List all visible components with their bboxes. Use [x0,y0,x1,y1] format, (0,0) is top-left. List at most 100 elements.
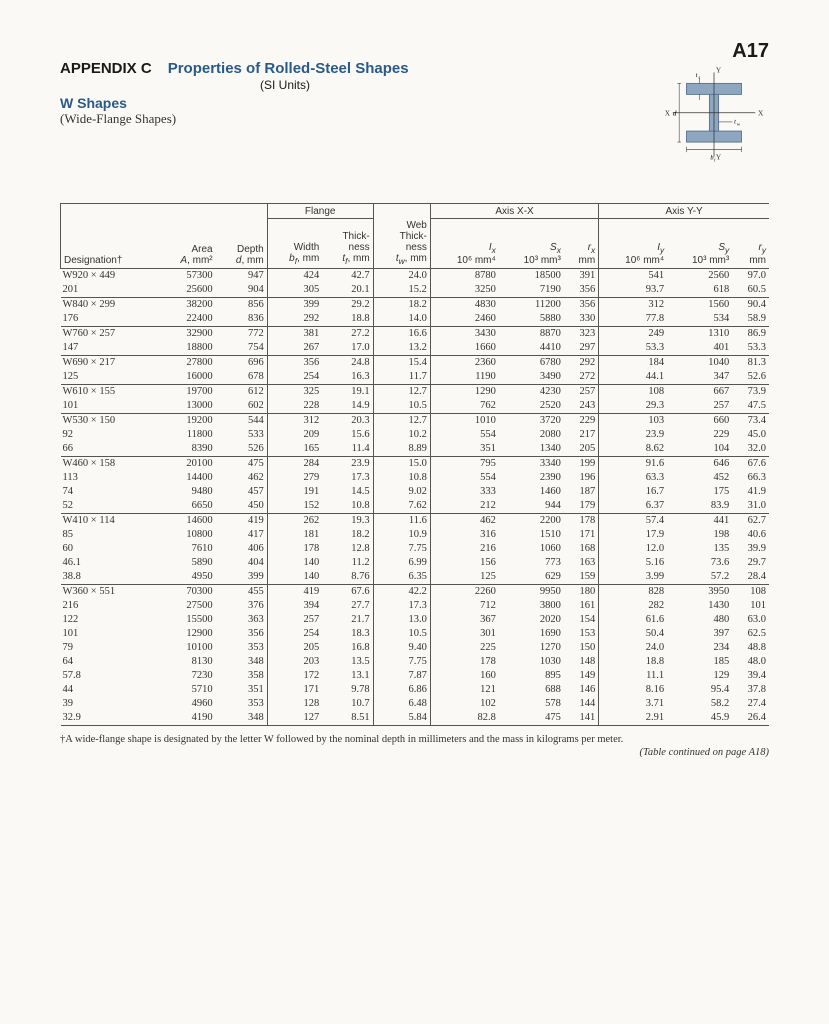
cell: 141 [564,711,599,726]
cell: 397 [667,627,732,641]
cell: 11.2 [322,556,373,570]
table-row: 64813034820313.57.75178103014818.818548.… [61,655,770,669]
cell: 77.8 [599,312,667,327]
cell: 424 [267,268,322,283]
cell: 101 [61,399,159,414]
cell: 216 [430,542,498,556]
cell: 82.8 [430,711,498,726]
cell: 15500 [158,613,216,627]
cell: 20.3 [322,413,373,428]
cell: 156 [430,556,498,570]
col-sx: Sx10³ mm³ [499,219,564,269]
cell: W360 × 551 [61,584,159,599]
cell: 836 [216,312,268,327]
cell: 480 [667,613,732,627]
table-row: W360 × 5517030045541967.642.222609950180… [61,584,770,599]
cell: 205 [564,442,599,457]
cell: 358 [216,669,268,683]
cell: 171 [267,683,322,697]
cell: 18500 [499,268,564,283]
cell: 27.4 [732,697,769,711]
cell: 73.4 [732,413,769,428]
cell: 1270 [499,641,564,655]
cell: 856 [216,297,268,312]
cell: 1310 [667,326,732,341]
cell: 1690 [499,627,564,641]
cell: 159 [564,570,599,585]
cell: 279 [267,471,322,485]
cell: 67.6 [732,456,769,471]
cell: 22400 [158,312,216,327]
cell: 176 [61,312,159,327]
cell: 140 [267,570,322,585]
cell: 7.75 [373,542,430,556]
cell: 1460 [499,485,564,499]
cell: 9.02 [373,485,430,499]
cell: 125 [430,570,498,585]
cell: 678 [216,370,268,385]
cell: 25600 [158,283,216,298]
cell: 184 [599,355,667,370]
section-sub: (Wide-Flange Shapes) [60,111,649,127]
cell: 175 [667,485,732,499]
cell: 6780 [499,355,564,370]
cell: 1290 [430,384,498,399]
cell: 3800 [499,599,564,613]
cell: 13.1 [322,669,373,683]
cell: 37.8 [732,683,769,697]
cell: 57.8 [61,669,159,683]
table-row: W760 × 2573290077238127.216.634308870323… [61,326,770,341]
cell: 305 [267,283,322,298]
cell: 4190 [158,711,216,726]
cell: 6.48 [373,697,430,711]
cell: 180 [564,584,599,599]
cell: 534 [667,312,732,327]
table-row: 1011300060222814.910.5762252024329.32574… [61,399,770,414]
col-area: AreaA, mm² [158,219,216,269]
cell: 66.3 [732,471,769,485]
cell: 149 [564,669,599,683]
cell: 57.2 [667,570,732,585]
cell: 52.6 [732,370,769,385]
table-row: 60761040617812.87.75216106016812.013539.… [61,542,770,556]
cell: 526 [216,442,268,457]
cell: 381 [267,326,322,341]
cell: 367 [430,613,498,627]
units: (SI Units) [260,78,649,92]
cell: 18.8 [599,655,667,669]
cell: 178 [564,513,599,528]
cell: 1190 [430,370,498,385]
cell: 8390 [158,442,216,457]
table-body: W920 × 4495730094742442.724.087801850039… [61,268,770,725]
cell: 168 [564,542,599,556]
cell: 828 [599,584,667,599]
cell: W920 × 449 [61,268,159,283]
cell: 21.7 [322,613,373,627]
cell: 667 [667,384,732,399]
cell: 24.0 [599,641,667,655]
cell: 1060 [499,542,564,556]
cell: 417 [216,528,268,542]
table-row: 39496035312810.76.481025781443.7158.227.… [61,697,770,711]
cell: 148 [564,655,599,669]
cell: 41.9 [732,485,769,499]
cell: 102 [430,697,498,711]
appendix-title: Properties of Rolled-Steel Shapes [168,60,409,77]
cell: 48.8 [732,641,769,655]
cell: 160 [430,669,498,683]
cell: 57300 [158,268,216,283]
cell: 6.35 [373,570,430,585]
cell: 618 [667,283,732,298]
cell: 10.8 [322,499,373,514]
cell: 1010 [430,413,498,428]
cell: 16000 [158,370,216,385]
cell: 9.78 [322,683,373,697]
cell: 27.2 [322,326,373,341]
cell: 404 [216,556,268,570]
cell: 7610 [158,542,216,556]
table-row: 2162750037639427.717.3712380016128214301… [61,599,770,613]
cell: W610 × 155 [61,384,159,399]
col-depth: Depthd, mm [216,219,268,269]
svg-text:w: w [737,122,741,127]
cell: 58.9 [732,312,769,327]
